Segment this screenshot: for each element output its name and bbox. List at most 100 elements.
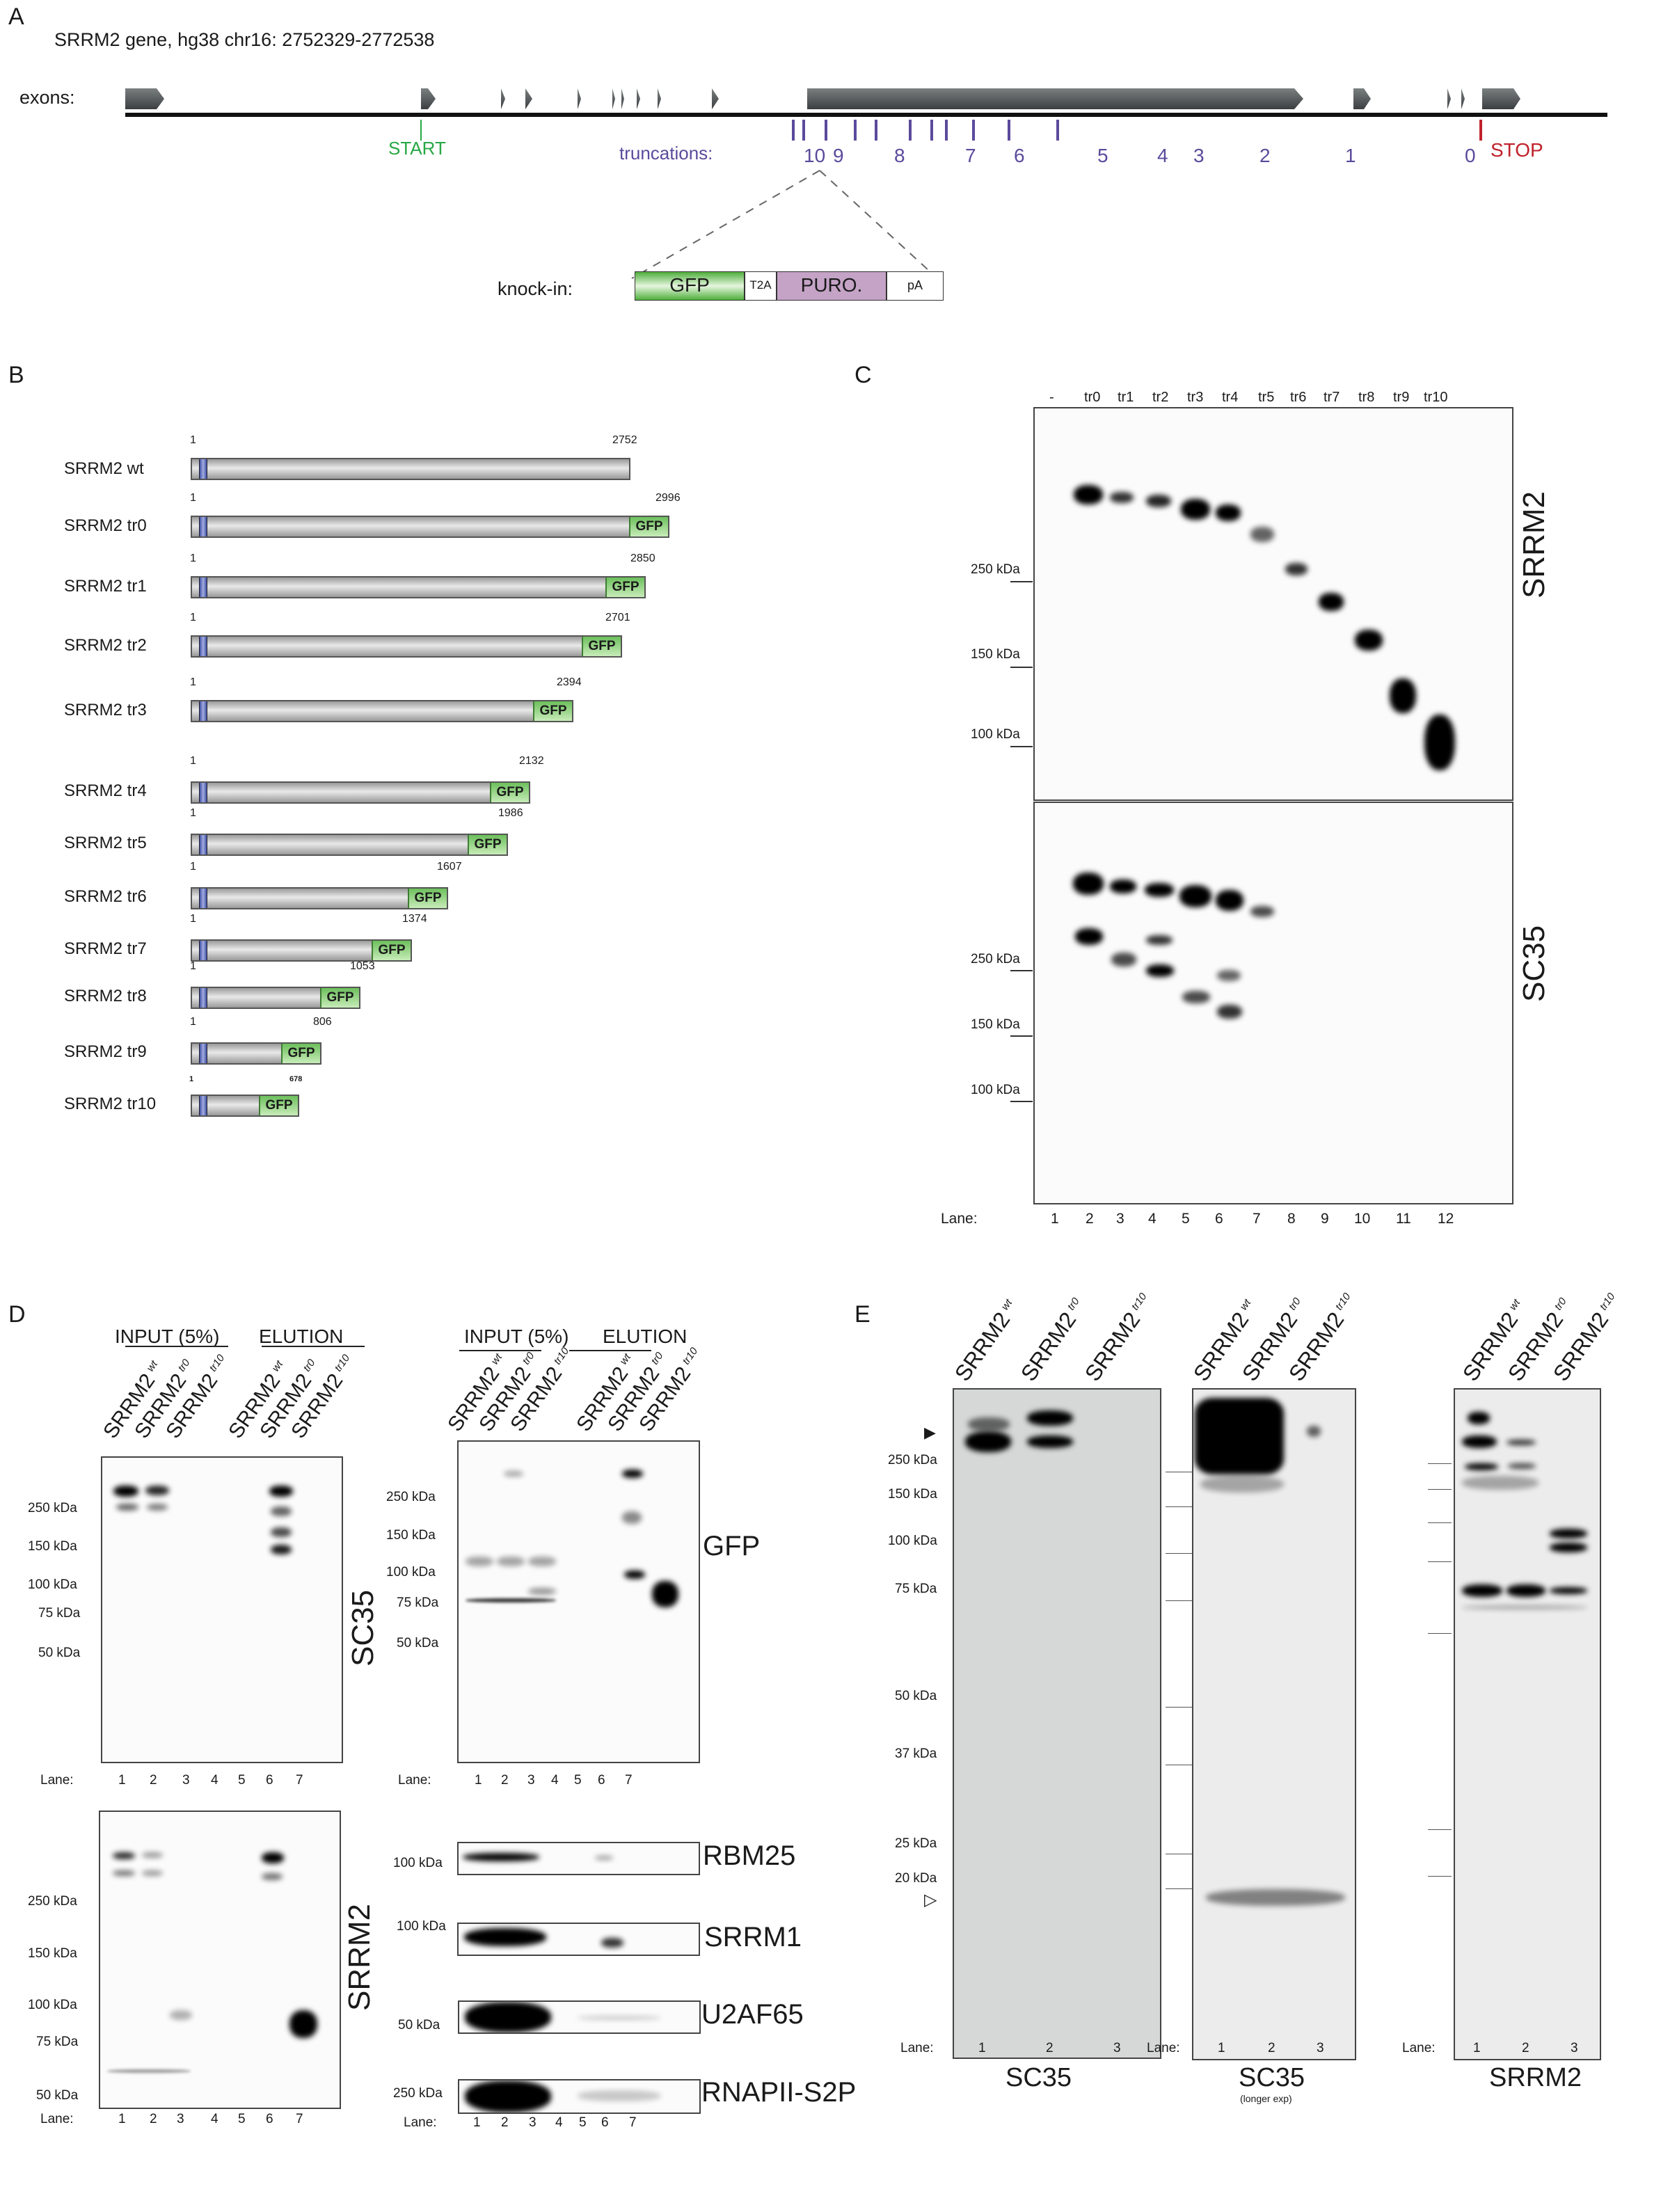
lane-label: Lane:	[404, 2115, 437, 2130]
antibody-label-u2af65: U2AF65	[701, 1999, 804, 2030]
gfp-tag: GFP	[582, 637, 621, 656]
construct-start: 1	[190, 807, 196, 819]
construct-end: 678	[289, 1075, 303, 1083]
construct-end: 1053	[350, 960, 375, 972]
knockin-dashed-lines	[631, 170, 938, 279]
lane-header: tr1	[1118, 390, 1134, 405]
lane-number: 6	[1215, 1211, 1223, 1227]
mw-label: 20 kDa	[895, 1871, 937, 1886]
mw-label: 50 kDa	[895, 1689, 937, 1703]
mw-label: 100 kDa	[386, 1565, 436, 1580]
antibody-label-sc35: SC35	[1517, 925, 1551, 1002]
lane-header: tr2	[1152, 390, 1169, 405]
construct-start: 1	[190, 676, 196, 688]
trunc-7: 7	[965, 145, 976, 166]
antibody-label-sc35-d: SC35	[346, 1589, 380, 1666]
knockin-label: knock-in:	[498, 278, 573, 299]
lane-header: tr6	[1290, 390, 1307, 405]
mw-label: 250 kDa	[393, 2086, 443, 2101]
blot-c-sc35	[1033, 802, 1513, 1204]
blot-e-srrm2	[1454, 1388, 1601, 2060]
construct-name: SRRM2 tr9	[64, 1042, 147, 1061]
construct-end: 2701	[605, 612, 630, 623]
protein-bar: GFP	[191, 1095, 299, 1117]
construct-start: 1	[189, 1075, 194, 1083]
mw-label: 100 kDa	[397, 1919, 446, 1934]
protein-bar	[191, 458, 630, 480]
construct-name: SRRM2 tr0	[64, 516, 147, 535]
gfp-tag: GFP	[372, 941, 411, 960]
blot-e-sc35-longer	[1192, 1388, 1356, 2060]
lane-headers: - tr0 tr1 tr2 tr3 tr4 tr5 tr6 tr7 tr8 tr…	[1044, 390, 1503, 411]
open-arrowhead-icon: ▷	[924, 1891, 937, 1909]
construct-list: SRRM2 wt 1 2752 SRRM2 tr0 1 2996 GFP SRR…	[0, 390, 696, 1225]
domain-marker	[199, 889, 207, 908]
gfp-tag: GFP	[468, 835, 507, 854]
lane-header: tr4	[1222, 390, 1239, 405]
construct-start: 1	[190, 434, 196, 446]
gfp-tag: GFP	[605, 578, 644, 597]
construct-name: SRRM2 tr2	[64, 636, 147, 655]
lane-header: tr3	[1187, 390, 1204, 405]
antibody-label-e1: SC35	[1006, 2063, 1072, 2092]
gfp-tag: GFP	[281, 1044, 320, 1063]
lane-label: Lane:	[941, 1211, 978, 1227]
domain-marker	[199, 637, 207, 656]
domain-marker	[199, 1096, 207, 1115]
truncations-label: truncations:	[619, 143, 713, 164]
lane-header: tr10	[1424, 390, 1448, 405]
construct-name: SRRM2 tr3	[64, 701, 147, 719]
construct-end: 2850	[630, 552, 655, 564]
construct-start: 1	[190, 612, 196, 623]
mw-label: 50 kDa	[38, 1646, 81, 1660]
mw-label: 50 kDa	[36, 2088, 79, 2103]
lane-number: 11	[1396, 1211, 1411, 1227]
construct-start: 1	[190, 960, 196, 972]
mw-label: 150 kDa	[28, 1946, 77, 1961]
panel-d-letter: D	[8, 1301, 26, 1328]
antibody-label-e3: SRRM2	[1489, 2063, 1582, 2092]
gfp-tag: GFP	[320, 988, 359, 1008]
gfp-tag: GFP	[259, 1096, 298, 1115]
mw-label: 100 kDa	[28, 1998, 77, 2012]
panel-b-letter: B	[8, 362, 24, 388]
mw-label: 100 kDa	[888, 1534, 937, 1548]
trunc-0: 0	[1465, 145, 1476, 166]
gfp-tag: GFP	[629, 517, 668, 536]
trunc-3: 3	[1193, 145, 1205, 166]
lane-number: 1	[1051, 1211, 1059, 1227]
antibody-label-rnapii: RNAPII-S2P	[701, 2077, 857, 2108]
mw-label: 100 kDa	[971, 727, 1020, 742]
lane-header: tr5	[1258, 390, 1275, 405]
lane-number: 2	[1086, 1211, 1094, 1227]
blot-d-rnapii	[458, 2079, 701, 2114]
blot-d-rbm25	[457, 1842, 700, 1875]
trunc-10: 10	[804, 145, 826, 166]
lane-header: tr0	[1084, 390, 1101, 405]
mw-label: 250 kDa	[28, 1894, 77, 1909]
domain-marker	[199, 835, 207, 854]
lane-header: tr9	[1393, 390, 1410, 405]
blot-d-sc35	[101, 1456, 343, 1763]
construct-name: SRRM2 tr5	[64, 834, 147, 852]
construct-end: 2132	[519, 755, 544, 767]
mw-label: 250 kDa	[386, 1490, 436, 1504]
lane-label: Lane:	[900, 2041, 934, 2055]
lane-label: Lane:	[40, 1773, 74, 1788]
construct-start: 1	[190, 492, 196, 504]
blot-d-u2af65	[458, 2000, 701, 2034]
construct-name: SRRM2 tr7	[64, 939, 147, 958]
mw-label: 75 kDa	[36, 2035, 79, 2049]
mw-label: 100 kDa	[971, 1083, 1020, 1097]
panel-c-letter: C	[855, 362, 872, 388]
construct-name: SRRM2 tr10	[64, 1095, 157, 1113]
construct-start: 1	[190, 913, 196, 925]
knockin-cassette: GFP T2A PURO. pA	[635, 271, 944, 301]
domain-marker	[199, 783, 207, 802]
mw-label: 25 kDa	[895, 1836, 937, 1851]
truncation-numbers: 10 9 8 7 6 5 4 3 2 1 0	[804, 145, 1500, 166]
lane-number: 4	[1148, 1211, 1157, 1227]
mw-label: 150 kDa	[971, 647, 1020, 662]
lane-label: Lane:	[398, 1773, 431, 1788]
gene-model-diagram	[125, 88, 1607, 141]
